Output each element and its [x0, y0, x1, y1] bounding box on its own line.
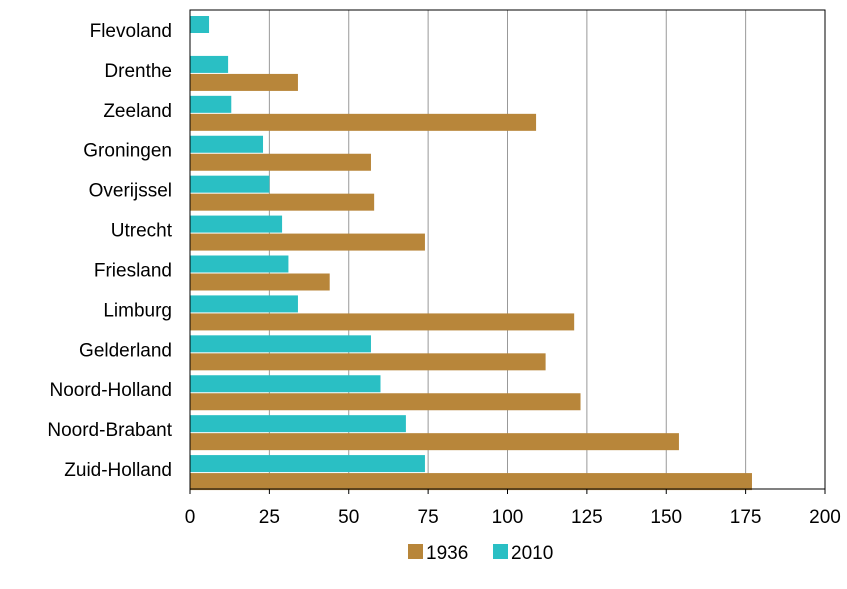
- x-tick-label: 100: [492, 507, 524, 528]
- bar-2010-noord-brabant: [190, 415, 406, 433]
- category-label: Limburg: [103, 300, 172, 321]
- bar-1936-zuid-holland: [190, 473, 752, 491]
- bar-1936-limburg: [190, 313, 575, 331]
- category-label: Overijssel: [89, 181, 172, 202]
- bar-2010-flevoland: [190, 16, 210, 33]
- category-label: Utrecht: [111, 221, 173, 242]
- bar-2010-zeeland: [190, 95, 232, 113]
- bar-2010-gelderland: [190, 335, 371, 353]
- category-label: Gelderland: [79, 340, 172, 361]
- x-tick-label: 175: [730, 507, 762, 528]
- x-tick-label: 75: [418, 507, 439, 528]
- legend: 1936 2010: [408, 543, 553, 564]
- bar-1936-zeeland: [190, 113, 537, 131]
- category-labels: Flevoland Drenthe Zeeland Groningen Overijss…: [47, 21, 172, 481]
- category-label: Zeeland: [103, 101, 172, 122]
- bar-2010-utrecht: [190, 215, 283, 233]
- bar-2010-zuid-holland: [190, 455, 425, 473]
- x-tick-label: 125: [571, 507, 603, 528]
- legend-label-2010: 2010: [511, 543, 553, 564]
- x-tick-label: 0: [185, 507, 196, 528]
- x-tick-label: 150: [650, 507, 682, 528]
- bar-2010-drenthe: [190, 55, 229, 73]
- x-tick-label: 50: [338, 507, 359, 528]
- bar-1936-noord-brabant: [190, 433, 679, 451]
- category-label: Drenthe: [104, 61, 172, 82]
- category-label: Noord-Holland: [49, 380, 172, 401]
- legend-swatch-2010: [493, 544, 508, 559]
- category-label: Zuid-Holland: [64, 460, 172, 481]
- category-label: Friesland: [94, 260, 172, 281]
- bar-2010-noord-holland: [190, 375, 381, 393]
- bar-1936-friesland: [190, 273, 330, 291]
- bar-2010-overijssel: [190, 175, 270, 193]
- bar-1936-overijssel: [190, 193, 375, 211]
- x-tick-label: 200: [809, 507, 841, 528]
- category-label: Flevoland: [90, 21, 172, 42]
- bar-1936-drenthe: [190, 73, 298, 91]
- x-tick-label: 25: [259, 507, 280, 528]
- bar-1936-groningen: [190, 153, 371, 171]
- category-label: Noord-Brabant: [47, 420, 172, 441]
- bar-1936-gelderland: [190, 353, 546, 371]
- legend-swatch-1936: [408, 544, 423, 559]
- bar-2010-friesland: [190, 255, 289, 273]
- bar-1936-noord-holland: [190, 393, 581, 411]
- x-axis-ticks: 0 25 50 75 100 125 150 175 200: [185, 489, 841, 528]
- category-label: Groningen: [83, 141, 172, 162]
- gridlines: [268, 10, 747, 489]
- bar-2010-limburg: [190, 295, 298, 313]
- bar-1936-utrecht: [190, 233, 425, 251]
- bars: [190, 16, 752, 491]
- bar-2010-groningen: [190, 135, 264, 153]
- legend-label-1936: 1936: [426, 543, 468, 564]
